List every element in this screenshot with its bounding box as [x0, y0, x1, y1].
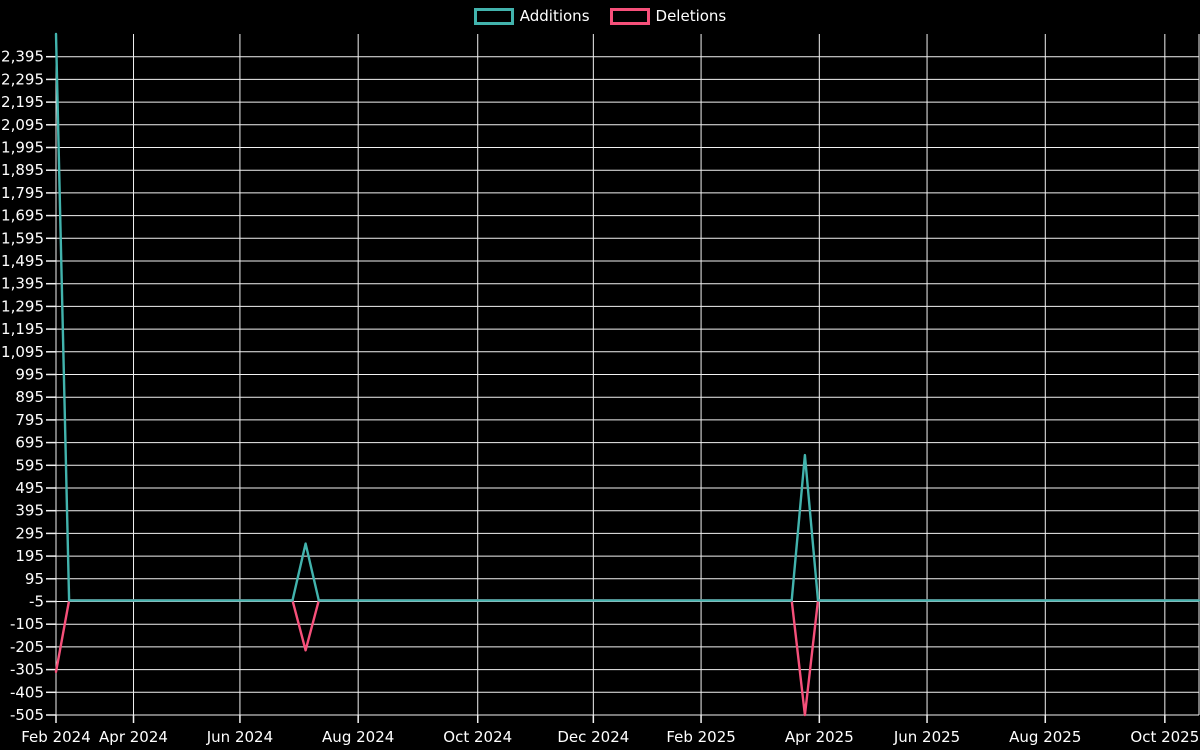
- x-tick-label: Feb 2025: [666, 728, 736, 746]
- x-tick-label: Jun 2024: [206, 728, 273, 746]
- x-tick-label: Apr 2025: [785, 728, 854, 746]
- y-tick-label: 1,295: [1, 297, 44, 315]
- y-tick-label: 1,695: [1, 207, 44, 225]
- y-tick-label: 795: [15, 411, 44, 429]
- y-tick-label: 195: [15, 547, 44, 565]
- y-tick-label: 1,995: [1, 139, 44, 157]
- y-tick-label: 295: [15, 524, 44, 542]
- y-tick-label: 1,195: [1, 320, 44, 338]
- legend-item-additions[interactable]: Additions: [473, 7, 590, 25]
- y-tick-label: 1,495: [1, 252, 44, 270]
- y-tick-label: -105: [10, 615, 44, 633]
- y-tick-label: 1,595: [1, 229, 44, 247]
- additions-swatch-icon: [473, 8, 514, 25]
- y-tick-label: 2,195: [1, 93, 44, 111]
- y-tick-label: 1,395: [1, 275, 44, 293]
- y-tick-label: 395: [15, 502, 44, 520]
- y-tick-label: 1,895: [1, 161, 44, 179]
- x-tick-label: Apr 2024: [99, 728, 168, 746]
- x-tick-label: Oct 2025: [1130, 728, 1199, 746]
- y-tick-label: 995: [15, 366, 44, 384]
- y-tick-label: 595: [15, 456, 44, 474]
- y-tick-label: 95: [25, 570, 44, 588]
- y-tick-label: -5: [29, 593, 44, 611]
- y-tick-label: 495: [15, 479, 44, 497]
- chart-legend: Additions Deletions: [0, 8, 1200, 25]
- deletions-swatch-icon: [609, 8, 650, 25]
- y-tick-label: 2,095: [1, 116, 44, 134]
- x-tick-label: Aug 2025: [1009, 728, 1081, 746]
- x-tick-label: Feb 2024: [21, 728, 91, 746]
- y-tick-label: 895: [15, 388, 44, 406]
- x-tick-label: Dec 2024: [557, 728, 629, 746]
- y-tick-label: -505: [10, 706, 44, 724]
- y-tick-label: -305: [10, 661, 44, 679]
- y-tick-label: 1,795: [1, 184, 44, 202]
- x-tick-label: Aug 2024: [322, 728, 394, 746]
- y-tick-label: 2,395: [1, 48, 44, 66]
- additions-legend-label: Additions: [519, 7, 590, 25]
- y-tick-label: 2,295: [1, 70, 44, 88]
- x-tick-label: Jun 2025: [893, 728, 960, 746]
- y-tick-label: -405: [10, 683, 44, 701]
- y-tick-label: 1,095: [1, 343, 44, 361]
- deletions-legend-label: Deletions: [655, 7, 727, 25]
- y-tick-label: 695: [15, 434, 44, 452]
- y-tick-label: -205: [10, 638, 44, 656]
- deletions-line: [54, 599, 1200, 717]
- additions-line: [54, 32, 1200, 602]
- legend-item-deletions[interactable]: Deletions: [609, 7, 727, 25]
- x-tick-label: Oct 2024: [443, 728, 512, 746]
